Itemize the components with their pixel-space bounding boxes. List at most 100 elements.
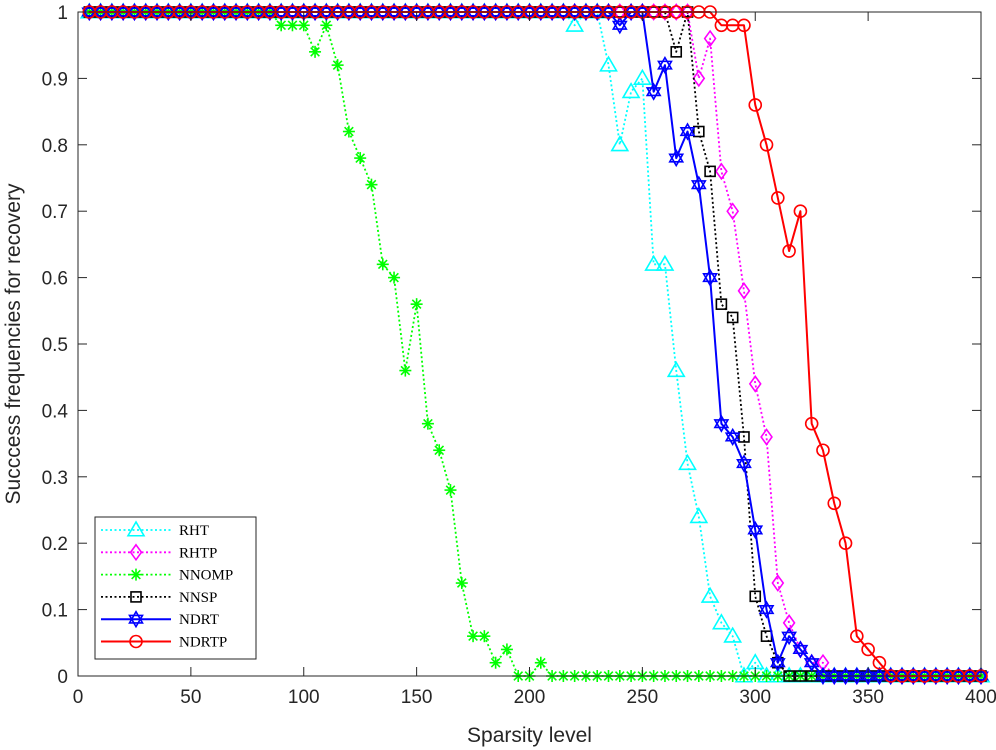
- marker-triangle-up: [600, 2, 617, 17]
- data-point-ndrt: [544, 2, 560, 22]
- marker-triangle-down: [103, 7, 120, 22]
- data-point-ndrt: [262, 2, 278, 22]
- data-point-rht: [610, 135, 630, 152]
- marker-triangle-up: [318, 2, 335, 17]
- marker-triangle-down: [894, 671, 910, 686]
- marker-triangle-down: [961, 671, 978, 686]
- marker-triangle-up: [871, 666, 888, 681]
- marker-triangle-down: [126, 7, 143, 22]
- marker-triangle-up: [578, 2, 594, 17]
- marker-triangle-down: [250, 7, 267, 22]
- data-point-ndrt: [894, 666, 910, 686]
- marker-triangle-up: [352, 2, 369, 17]
- marker-triangle-up: [657, 56, 673, 70]
- data-point-rht: [666, 360, 686, 378]
- marker-stroke: [366, 179, 377, 190]
- marker-stroke: [411, 299, 422, 310]
- marker-stroke: [479, 631, 490, 642]
- marker-triangle-up: [92, 2, 109, 17]
- marker-triangle-down: [284, 7, 301, 22]
- marker-triangle-down: [623, 7, 639, 22]
- data-point-rhtp: [726, 202, 740, 221]
- data-point-rhtp: [613, 3, 627, 21]
- marker-stroke: [400, 365, 411, 376]
- marker-triangle-up: [329, 2, 346, 17]
- marker-triangle-up: [284, 2, 301, 17]
- marker-triangle-down: [747, 525, 764, 540]
- marker-stroke: [468, 631, 478, 642]
- data-point-ndrtp: [804, 416, 819, 431]
- x-tick-label: 200: [514, 687, 546, 708]
- data-point-rhtp: [703, 29, 717, 48]
- data-point-nnomp: [455, 577, 468, 590]
- data-point-ndrt: [453, 2, 470, 22]
- marker-triangle-up: [307, 2, 323, 17]
- marker-triangle-down: [668, 153, 685, 168]
- marker-stroke: [377, 259, 388, 270]
- data-point-rhtp: [669, 3, 683, 21]
- marker-triangle-up: [510, 2, 527, 17]
- marker-triangle-up: [216, 2, 233, 17]
- marker-stroke: [344, 126, 354, 137]
- marker-triangle-up: [927, 666, 944, 681]
- data-point-ndrt: [250, 2, 267, 22]
- data-point-ndrt: [341, 2, 357, 22]
- marker-triangle-down: [216, 7, 233, 22]
- legend: RHT RHTP NNOMP NNSP NDRT NDRTP: [94, 516, 257, 660]
- data-point-ndrt: [927, 666, 944, 686]
- marker-triangle-down: [194, 7, 211, 22]
- marker-stroke: [445, 485, 456, 495]
- data-point-ndrt: [363, 2, 380, 22]
- marker-triangle-down: [510, 7, 527, 22]
- data-point-ndrt: [171, 2, 188, 22]
- data-point-rht: [621, 82, 641, 99]
- data-point-rhtp: [760, 428, 773, 446]
- data-point-ndrt: [916, 666, 933, 686]
- legend-entry-ndrtp: NDRTP: [101, 635, 227, 651]
- data-point-nnomp: [399, 364, 412, 377]
- marker-triangle-up: [724, 427, 741, 442]
- data-point-nnsp: [693, 125, 705, 138]
- marker-stroke: [389, 272, 399, 283]
- marker-triangle-up: [736, 454, 752, 469]
- data-point-ndrt: [487, 2, 504, 22]
- marker-stroke: [502, 644, 512, 655]
- data-point-ndrt: [803, 653, 820, 672]
- data-point-ndrt: [939, 666, 956, 686]
- marker-triangle-down: [690, 180, 707, 194]
- marker-triangle-down: [115, 7, 132, 22]
- marker-triangle-up: [386, 2, 402, 17]
- data-point-nnomp: [275, 19, 288, 32]
- marker-triangle-up: [939, 666, 956, 681]
- data-point-ndrt: [126, 2, 143, 22]
- marker-triangle-down: [713, 419, 730, 433]
- data-point-nnomp: [331, 59, 344, 72]
- marker-triangle-up: [81, 2, 98, 17]
- data-point-ndrt: [239, 2, 256, 22]
- data-point-nnomp: [500, 643, 513, 656]
- legend-marker: [130, 568, 142, 581]
- marker-triangle-down: [182, 7, 199, 22]
- data-point-ndrt: [329, 2, 346, 22]
- marker-triangle-up: [611, 16, 628, 30]
- x-tick-label: 400: [965, 687, 996, 708]
- marker-stroke: [490, 657, 501, 668]
- marker-triangle-down: [329, 7, 346, 22]
- data-point-rht: [689, 507, 709, 524]
- y-tick-label: 0: [57, 667, 68, 688]
- data-point-ndrt: [826, 666, 843, 686]
- data-point-ndrt: [555, 2, 572, 22]
- data-point-ndrt: [115, 2, 132, 22]
- data-point-nnomp: [286, 19, 299, 32]
- data-point-ndrt: [769, 653, 786, 672]
- marker-triangle-up: [397, 2, 414, 17]
- data-point-ndrt: [690, 175, 707, 194]
- marker-triangle-down: [578, 7, 594, 22]
- legend-entry-nnomp: NNOMP: [101, 568, 233, 584]
- marker-triangle-up: [905, 666, 922, 681]
- marker-triangle-up: [103, 2, 120, 17]
- data-point-ndrt: [713, 414, 730, 433]
- x-tick-label: 150: [401, 687, 433, 708]
- data-point-nnomp: [534, 656, 547, 669]
- marker-triangle-down: [386, 7, 402, 22]
